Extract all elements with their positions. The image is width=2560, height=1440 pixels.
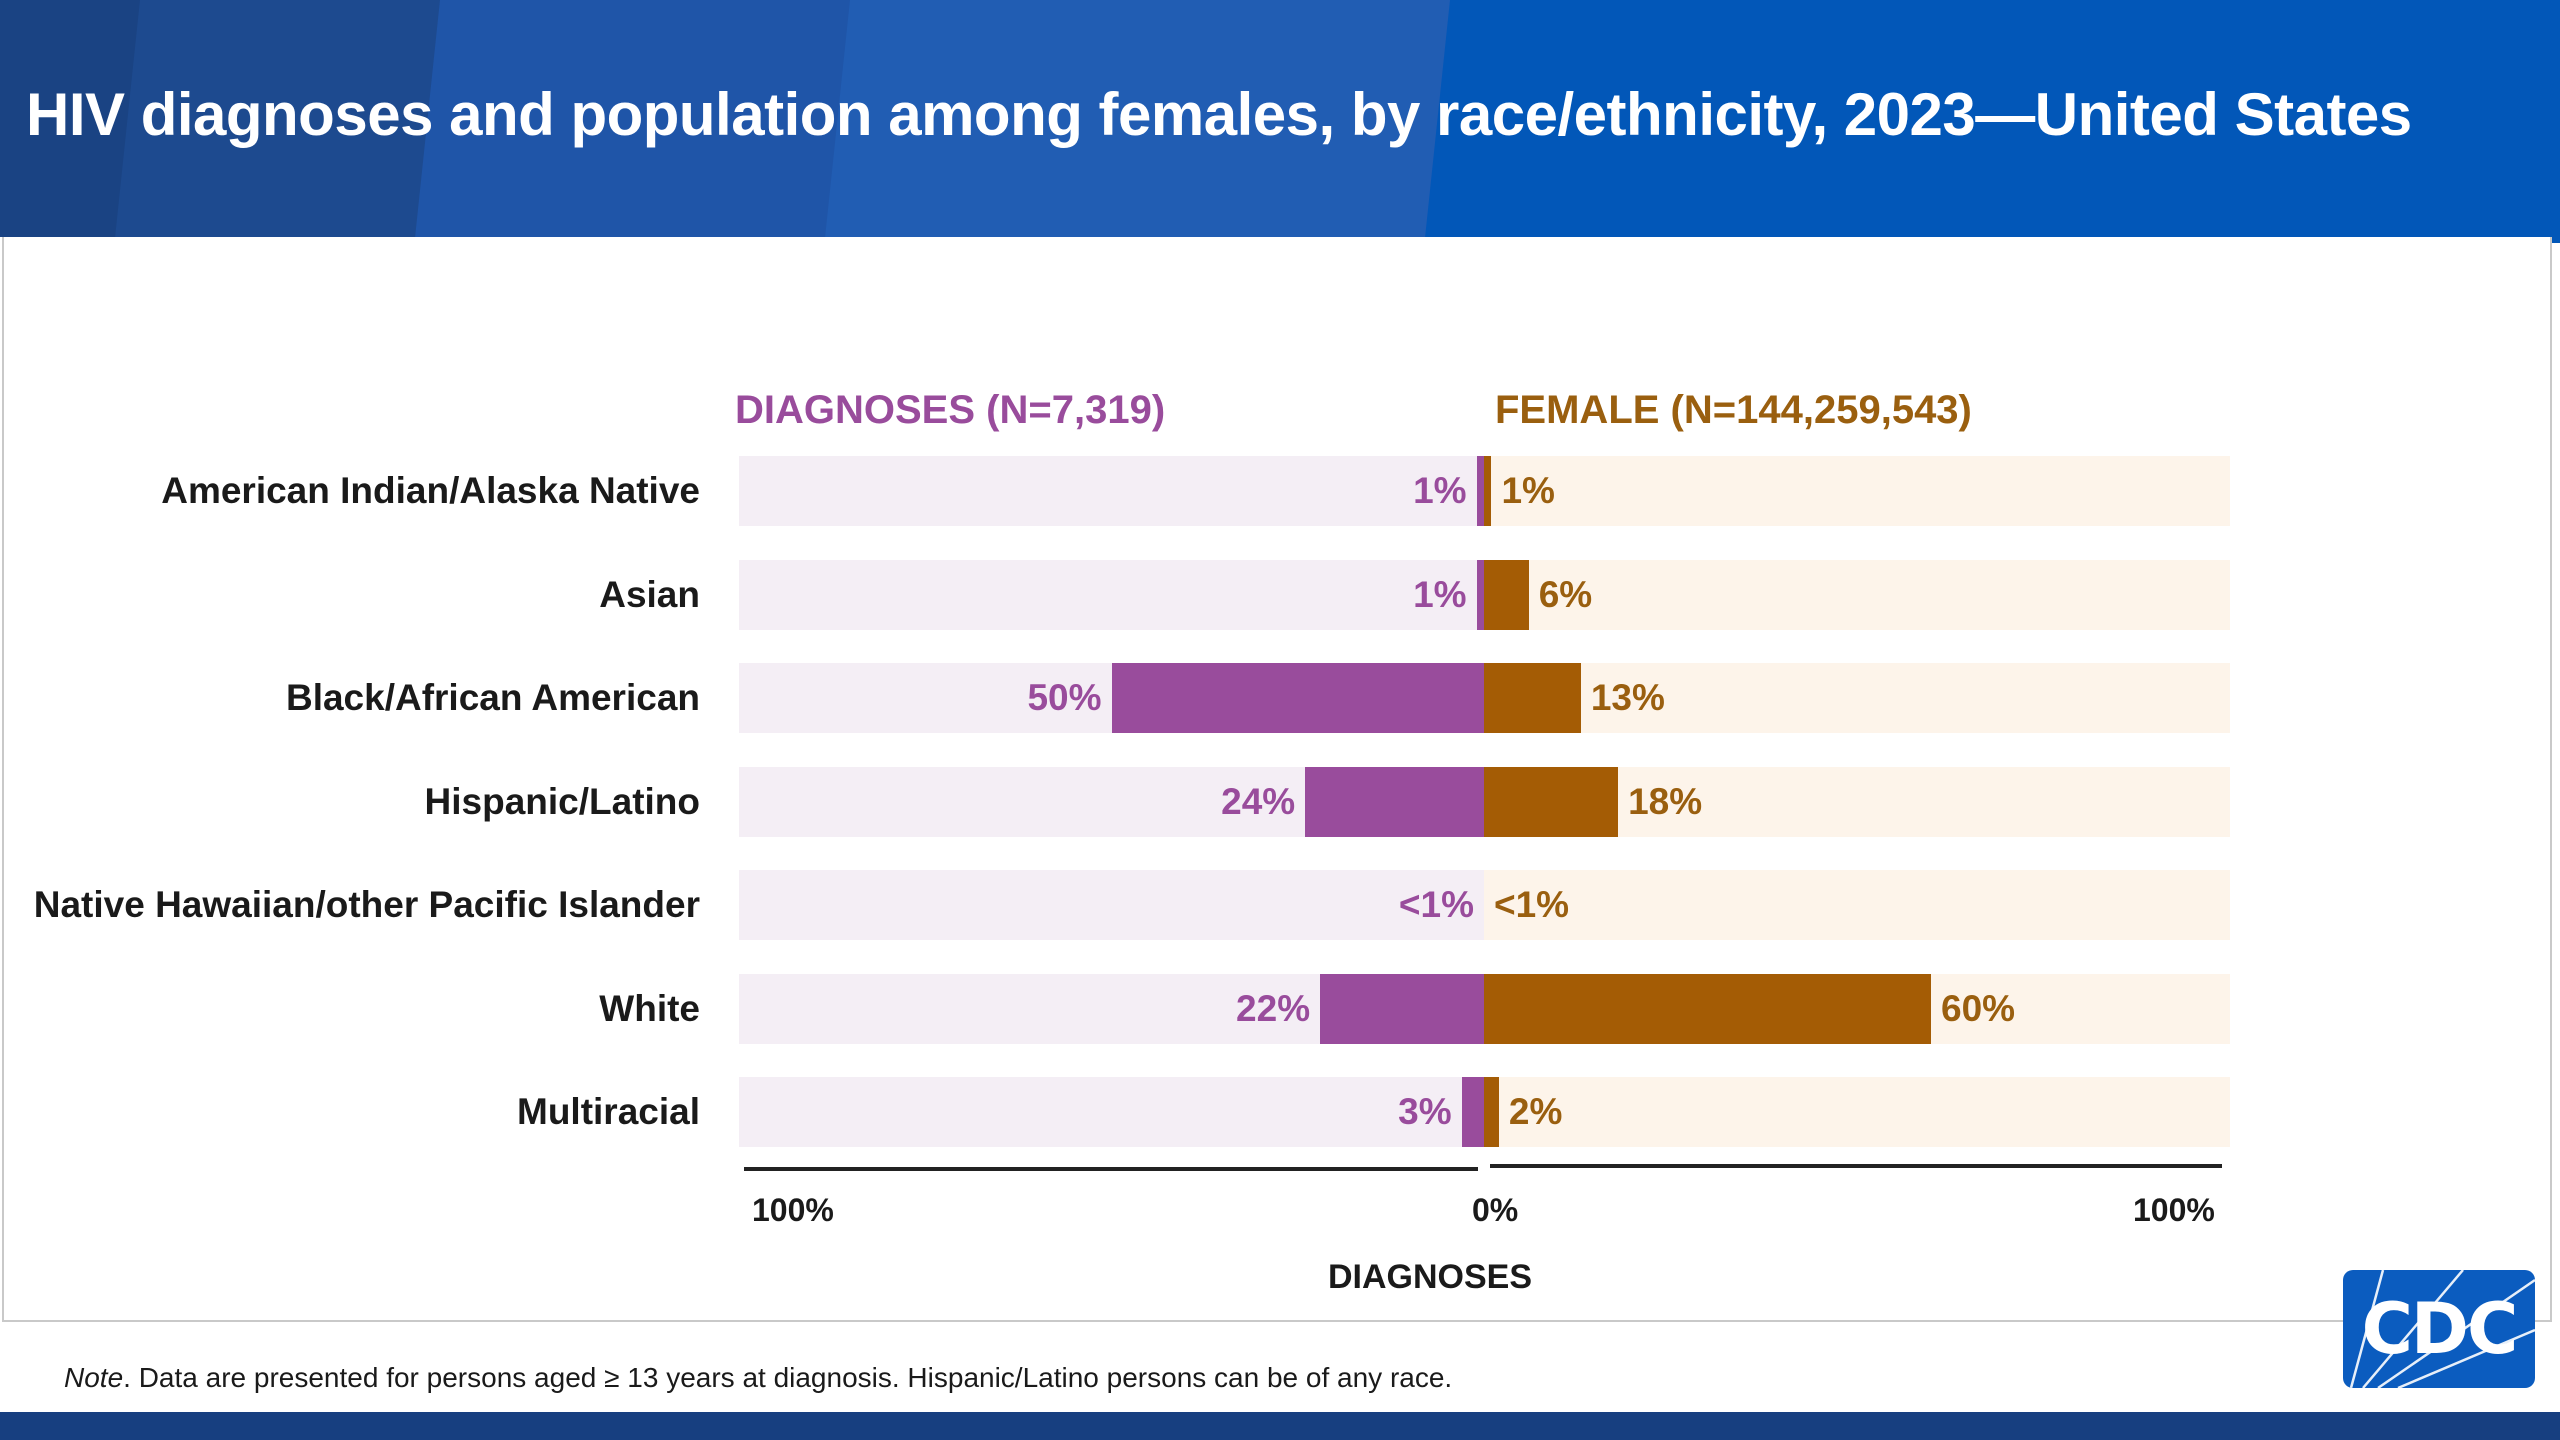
footer-bar xyxy=(0,1412,2560,1440)
diagnoses-value-label: 22% xyxy=(1236,987,1311,1029)
diagnoses-track xyxy=(739,870,1484,940)
population-value-label: 18% xyxy=(1628,780,1703,822)
diagnoses-track xyxy=(739,1077,1484,1147)
category-label: Multiracial xyxy=(517,1091,700,1132)
footnote: Note. Data are presented for persons age… xyxy=(64,1362,1452,1394)
population-bar xyxy=(1484,766,1619,837)
diagnoses-track xyxy=(739,559,1484,630)
legend-female-population: FEMALE (N=144,259,543) xyxy=(1495,388,1972,432)
diagnoses-bar xyxy=(1305,766,1484,837)
logo-rays-icon xyxy=(2349,1270,2535,1388)
category-label: Hispanic/Latino xyxy=(424,780,700,822)
population-value-label: 60% xyxy=(1941,987,2016,1029)
diagnoses-value-label: 1% xyxy=(1413,573,1467,615)
x-axis-line-left xyxy=(744,1167,1478,1171)
population-value-label: 13% xyxy=(1590,677,1665,718)
population-track xyxy=(1484,559,2230,630)
footnote-prefix: Note xyxy=(64,1362,124,1393)
diagnoses-bar xyxy=(1320,973,1484,1044)
x-axis-line-right xyxy=(1490,1164,2222,1168)
page-title: HIV diagnoses and population among femal… xyxy=(26,81,2412,148)
diagnoses-value-label: 50% xyxy=(1027,677,1102,718)
legend-diagnoses: DIAGNOSES (N=7,319) xyxy=(735,388,1166,432)
diagnoses-value-label: 3% xyxy=(1398,1091,1452,1132)
population-bar xyxy=(1484,973,1931,1044)
diagnoses-track xyxy=(739,456,1484,526)
title-banner: HIV diagnoses and population among femal… xyxy=(0,0,2560,237)
diagnoses-value-label: 24% xyxy=(1221,780,1296,822)
population-bar xyxy=(1484,559,1529,630)
population-value-label: 2% xyxy=(1508,1091,1563,1132)
diagnoses-bar xyxy=(1111,663,1484,733)
diagnoses-value-label: <1% xyxy=(1398,884,1474,925)
x-tick-label: 100% xyxy=(752,1192,834,1228)
population-bar xyxy=(1484,1077,1499,1147)
population-value-label: 6% xyxy=(1538,573,1593,615)
x-tick-label: 0% xyxy=(1472,1192,1519,1228)
population-track xyxy=(1484,663,2230,733)
diagnoses-value-label: 1% xyxy=(1413,470,1467,511)
category-label: White xyxy=(599,987,700,1029)
diagnoses-bar xyxy=(1461,1077,1484,1147)
category-label: American Indian/Alaska Native xyxy=(161,470,700,511)
category-label: Native Hawaiian/other Pacific Islander xyxy=(33,884,700,925)
population-bar xyxy=(1484,663,1581,733)
diagnoses-bar xyxy=(1476,456,1484,526)
cdc-logo: CDC xyxy=(2343,1270,2535,1388)
footnote-text: . Data are presented for persons aged ≥ … xyxy=(123,1362,1453,1393)
population-track xyxy=(1484,1077,2230,1147)
logo-text: CDC xyxy=(2361,1288,2519,1370)
x-axis-title: DIAGNOSES xyxy=(1328,1258,1533,1296)
population-bar xyxy=(1484,456,1492,526)
population-value-label: 1% xyxy=(1501,470,1555,511)
category-label: Black/African American xyxy=(285,677,700,718)
x-tick-label: 100% xyxy=(2133,1192,2215,1228)
population-track xyxy=(1484,456,2230,526)
category-label: Asian xyxy=(599,573,700,615)
diagnoses-bar xyxy=(1476,559,1484,630)
population-value-label: <1% xyxy=(1494,884,1570,925)
population-track xyxy=(1484,870,2230,940)
